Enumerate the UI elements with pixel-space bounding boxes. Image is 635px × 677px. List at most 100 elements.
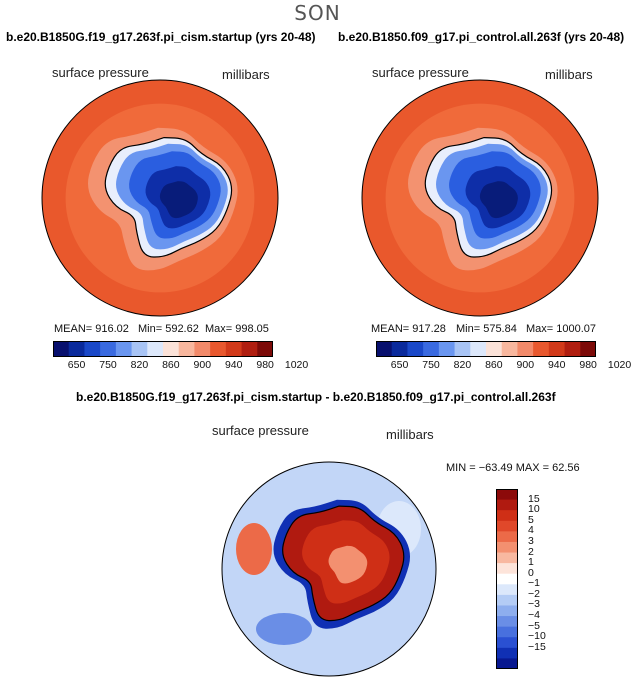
panel1-colorbar-swatch bbox=[131, 341, 148, 357]
panel3-colorbar-swatch bbox=[496, 626, 518, 638]
panel3-colorbar-tick: 1 bbox=[528, 556, 534, 569]
panel1-colorbar-swatch bbox=[115, 341, 133, 357]
panel2-colorbar-swatch bbox=[564, 341, 581, 357]
panel2-map-group bbox=[361, 79, 599, 317]
panel3-colorbar-swatch bbox=[496, 573, 518, 585]
panel2-min: Min= 575.84 bbox=[456, 323, 517, 335]
panel3-colorbar-swatch bbox=[496, 647, 518, 659]
panel1-colorbar-swatch bbox=[163, 341, 180, 357]
panel3-colorbar-tick: 4 bbox=[528, 524, 534, 537]
panel2-colorbar-tick: 1020 bbox=[607, 359, 632, 371]
panel3-colorbar-swatch bbox=[496, 541, 518, 554]
panel1-colorbar-swatch bbox=[100, 341, 117, 357]
panel2-max: Max= 1000.07 bbox=[526, 323, 597, 335]
panel2-land-level-4 bbox=[479, 181, 518, 219]
panel3-colorbar-tick: 2 bbox=[528, 545, 534, 558]
panel2-colorbar-tick: 860 bbox=[485, 359, 503, 371]
panel2-colorbar-tick: 750 bbox=[422, 359, 440, 371]
panel2-colorbar-tick: 980 bbox=[579, 359, 597, 371]
panel1-mean: MEAN= 916.02 bbox=[54, 323, 129, 335]
panel1-colorbar-tick: 980 bbox=[256, 359, 274, 371]
panel3-colorbar-tick: −1 bbox=[528, 577, 540, 590]
panel2-colorbar-swatch bbox=[501, 341, 518, 357]
panel2-colorbar-swatch bbox=[454, 341, 471, 357]
panel1-colorbar bbox=[53, 341, 273, 357]
panel3-colorbar-swatch bbox=[496, 531, 518, 543]
panel3-colorbar-tick: −15 bbox=[528, 640, 546, 653]
panel3-colorbar-swatch bbox=[496, 584, 518, 596]
panel1-colorbar-swatch bbox=[53, 341, 70, 357]
panel3-colorbar-swatch bbox=[496, 499, 518, 511]
panel2-colorbar-swatch bbox=[438, 341, 456, 357]
panel3-colorbar-swatch bbox=[496, 563, 518, 575]
panel2-colorbar-swatch bbox=[470, 341, 487, 357]
panel1-colorbar-tick: 820 bbox=[130, 359, 149, 371]
panel3-colorbar-tick: −3 bbox=[528, 598, 540, 611]
panel1-map-group bbox=[41, 79, 279, 317]
panel1-colorbar-swatch bbox=[257, 341, 273, 357]
panel3-colorbar-tick: −4 bbox=[528, 609, 540, 622]
panel3-variable: surface pressure bbox=[212, 423, 309, 438]
panel1-colorbar-tick: 650 bbox=[67, 359, 86, 371]
panel1-colorbar-swatch bbox=[194, 341, 211, 357]
panel1-colorbar-swatch bbox=[68, 341, 85, 357]
panel3-colorbar-tick: 15 bbox=[528, 492, 540, 505]
panel3-title: b.e20.B1850G.f19_g17.263f.pi_cism.startu… bbox=[76, 390, 556, 404]
panel2-colorbar-swatch bbox=[423, 341, 440, 357]
panel3-colorbar-swatch bbox=[496, 489, 518, 501]
panel1-colorbar-frame bbox=[53, 341, 273, 357]
panel1-units: millibars bbox=[222, 67, 270, 82]
panel2-colorbar-swatch bbox=[533, 341, 550, 357]
panel3-pos-anomaly-west bbox=[236, 523, 272, 575]
panel3-colorbar-tick: 5 bbox=[528, 513, 534, 526]
panel2-mean: MEAN= 917.28 bbox=[371, 323, 446, 335]
panel1-map-border bbox=[41, 79, 279, 317]
panel2-colorbar-tick: 900 bbox=[516, 359, 535, 371]
panel1-title: b.e20.B1850G.f19_g17.263f.pi_cism.startu… bbox=[6, 30, 316, 44]
panel1-max: Max= 998.05 bbox=[205, 323, 269, 335]
panel3-colorbar bbox=[496, 489, 518, 669]
panel3-map-border bbox=[221, 461, 437, 677]
panel3-colorbar-tick: 0 bbox=[528, 566, 534, 579]
panel3-colorbar-tick: −5 bbox=[528, 619, 540, 632]
panel1-colorbar-tick: 940 bbox=[224, 359, 243, 371]
panel1-colorbar-tick: 750 bbox=[99, 359, 117, 371]
panel2-colorbar-swatch bbox=[486, 341, 503, 357]
panel2-variable: surface pressure bbox=[372, 65, 469, 80]
panel2-colorbar-swatch bbox=[407, 341, 424, 357]
panel1-variable: surface pressure bbox=[52, 65, 149, 80]
panel2-colorbar-swatch bbox=[580, 341, 596, 357]
panel1-colorbar-swatch bbox=[147, 341, 164, 357]
panel1-colorbar-swatch bbox=[210, 341, 227, 357]
panel3-colorbar-swatch bbox=[496, 510, 518, 522]
panel3-neg-anomaly-south bbox=[256, 613, 312, 645]
panel1-min: Min= 592.62 bbox=[138, 323, 199, 335]
panel1-colorbar-swatch bbox=[178, 341, 195, 357]
panel3-units: millibars bbox=[386, 427, 434, 442]
panel3-colorbar-swatch bbox=[496, 594, 518, 606]
season-title: SON bbox=[294, 1, 341, 25]
panel3-colorbar-swatch bbox=[496, 520, 518, 532]
panel3-colorbar-tick: −2 bbox=[528, 587, 540, 600]
panel3-colorbar-swatch bbox=[496, 552, 518, 564]
panel2-title: b.e20.B1850.f09_g17.pi_control.all.263f … bbox=[338, 30, 625, 44]
panel2-units: millibars bbox=[545, 67, 593, 82]
panel1-colorbar-tick: 1020 bbox=[284, 359, 309, 371]
panel1-colorbar-swatch bbox=[84, 341, 101, 357]
panel3-colorbar-tick: −10 bbox=[528, 630, 546, 643]
panel3-colorbar-tick: 3 bbox=[528, 534, 534, 547]
panel3-colorbar-tick: 10 bbox=[528, 503, 540, 516]
panel1-land-level-4 bbox=[159, 181, 198, 219]
panel3-colorbar-swatch bbox=[496, 605, 518, 617]
panel3-interior-light bbox=[328, 545, 368, 584]
panel3-colorbar-swatch bbox=[496, 658, 518, 669]
panel2-colorbar-swatch bbox=[376, 341, 393, 357]
panel1-colorbar-swatch bbox=[241, 341, 258, 357]
panel1-colorbar-tick: 900 bbox=[193, 359, 212, 371]
panel1-colorbar-tick: 860 bbox=[162, 359, 180, 371]
panel2-colorbar-tick: 650 bbox=[390, 359, 409, 371]
panel3-minmax: MIN = −63.49 MAX = 62.56 bbox=[446, 462, 580, 474]
panel1-colorbar-swatch bbox=[225, 341, 243, 357]
panel2-colorbar-frame bbox=[376, 341, 596, 357]
